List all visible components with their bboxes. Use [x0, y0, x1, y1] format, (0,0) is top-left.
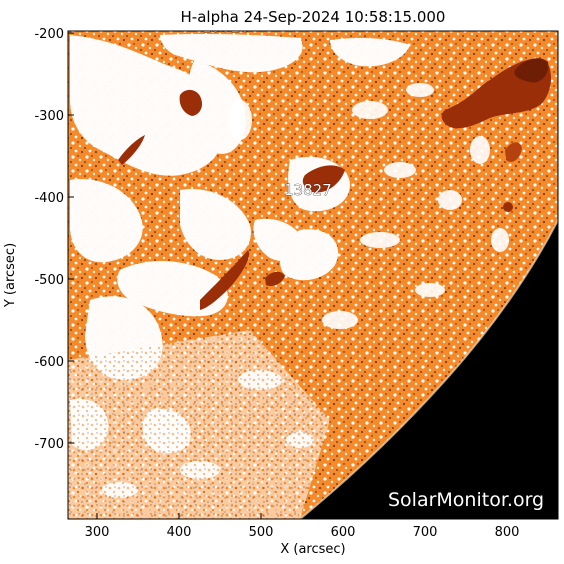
plage-regions [118, 58, 552, 310]
x-tick-label: 700 [413, 525, 438, 540]
figure-title: H-alpha 24-Sep-2024 10:58:15.000 [181, 8, 446, 26]
y-tick-label: -400 [34, 191, 64, 206]
y-tick-label: -500 [34, 273, 64, 288]
active-region-label: 13828 [202, 18, 250, 36]
x-tick-label: 600 [331, 525, 356, 540]
x-tick-label: 500 [249, 525, 274, 540]
solarmonitor-credit: SolarMonitor.org [388, 489, 544, 511]
x-axis: 300 400 500 600 700 800 X (arcsec) [85, 513, 520, 557]
x-tick-label: 400 [167, 525, 192, 540]
solar-image: 13828 13827 SolarMonitor.org [68, 18, 558, 519]
y-tick-label: -300 [34, 109, 64, 124]
y-tick-label: -200 [34, 27, 64, 42]
y-axis-label: Y (arcsec) [3, 243, 18, 308]
y-tick-label: -600 [34, 355, 64, 370]
active-region-label: 13827 [284, 181, 332, 199]
y-tick-label: -700 [34, 437, 64, 452]
plot-frame [67, 30, 559, 520]
solar-limb-space [300, 220, 558, 519]
x-tick-label: 300 [85, 525, 110, 540]
x-tick-label: 800 [495, 525, 520, 540]
x-axis-label: X (arcsec) [280, 542, 345, 557]
y-axis: -200 -300 -400 -500 -600 -700 Y (arcsec) [3, 27, 74, 452]
